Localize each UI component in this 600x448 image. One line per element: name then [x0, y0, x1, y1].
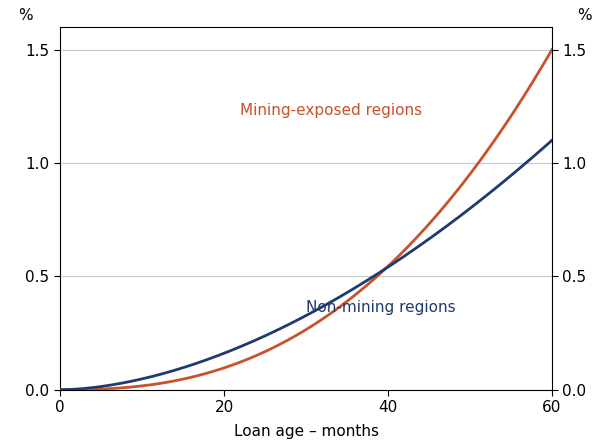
Y-axis label: %: %	[577, 8, 591, 23]
X-axis label: Loan age – months: Loan age – months	[233, 423, 379, 439]
Y-axis label: %: %	[18, 8, 33, 23]
Text: Non-mining regions: Non-mining regions	[306, 300, 455, 315]
Text: Mining-exposed regions: Mining-exposed regions	[241, 103, 422, 117]
